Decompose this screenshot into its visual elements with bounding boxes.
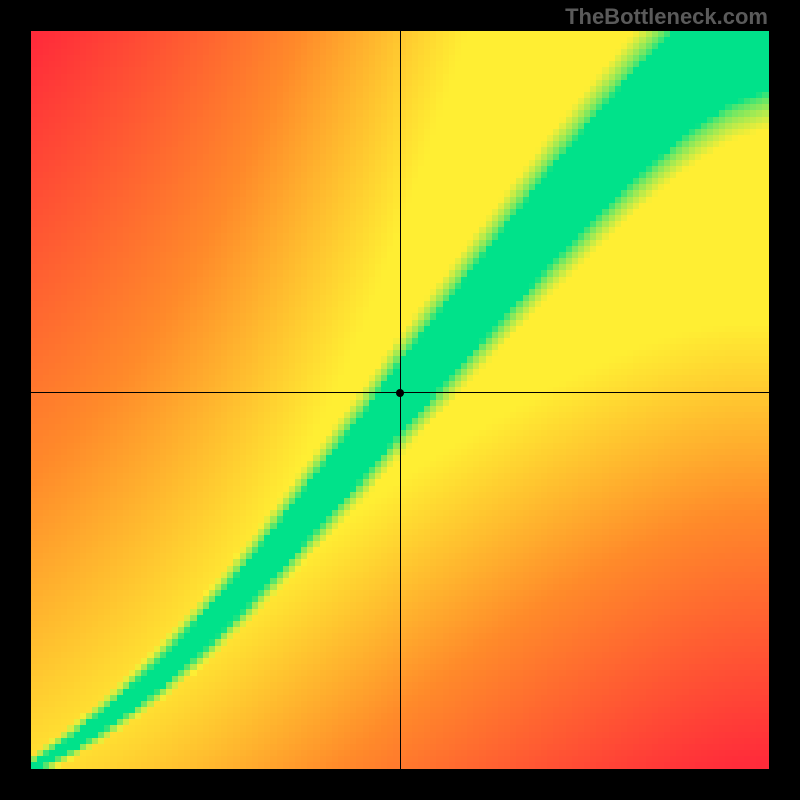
- bottleneck-heatmap: [31, 31, 769, 769]
- watermark-text: TheBottleneck.com: [565, 4, 768, 30]
